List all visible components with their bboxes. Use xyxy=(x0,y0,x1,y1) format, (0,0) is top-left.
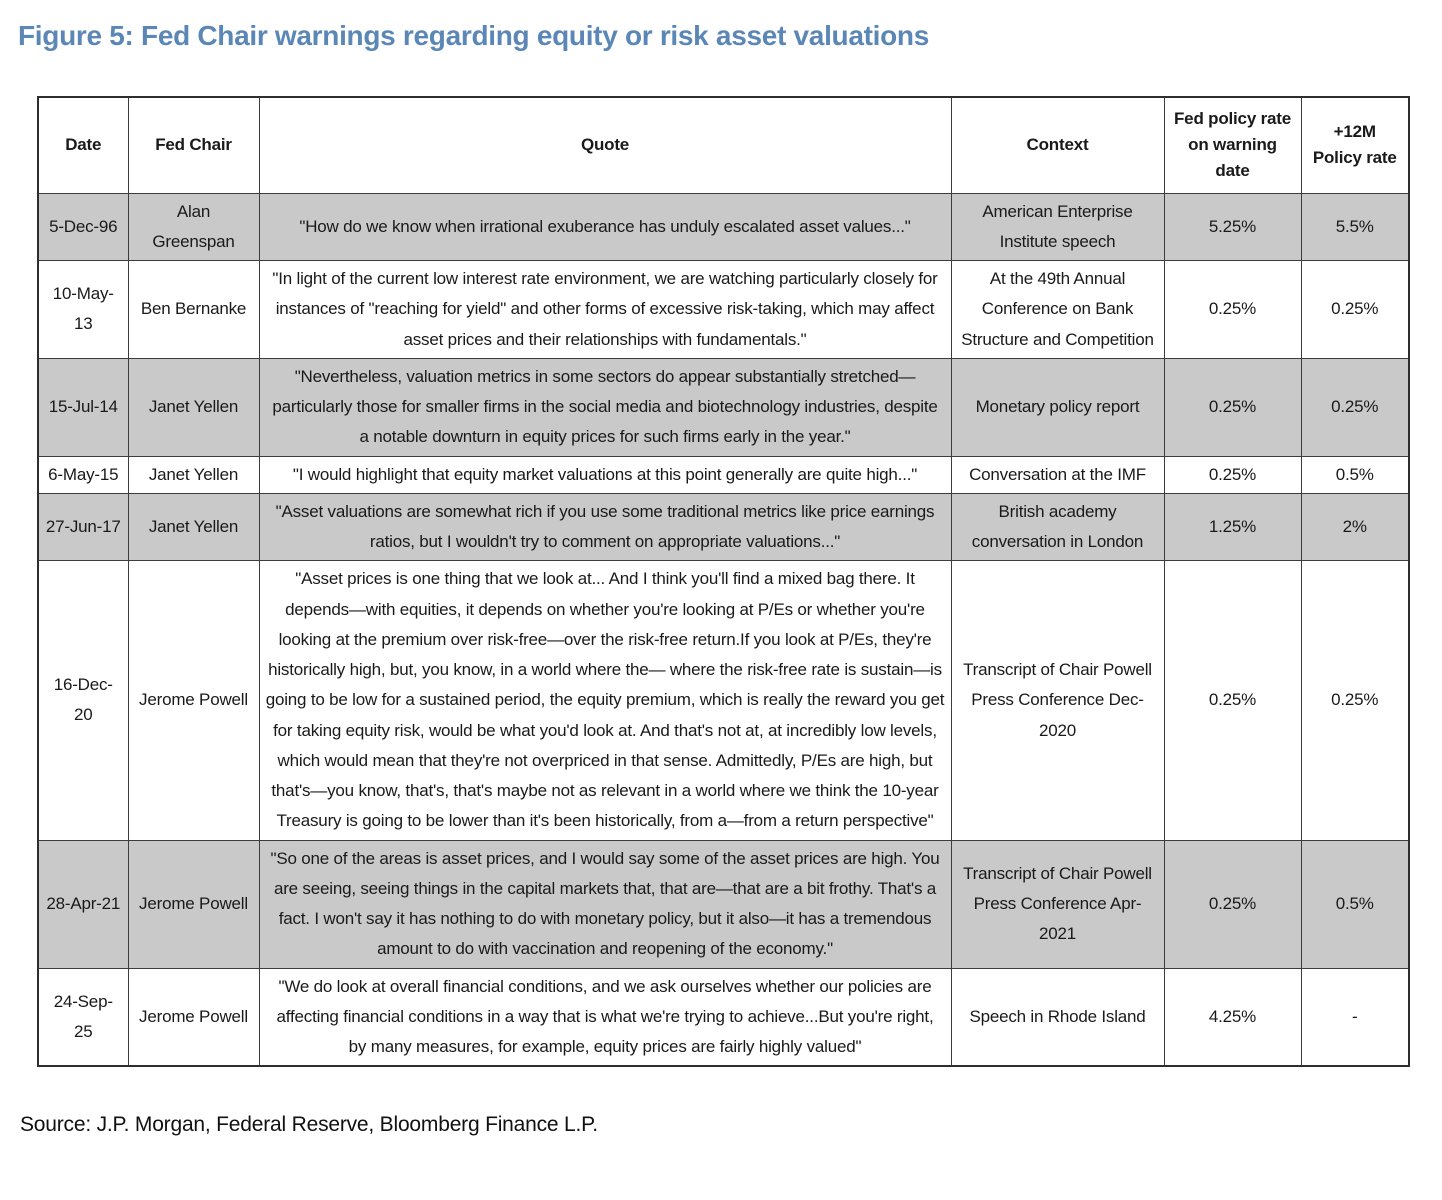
chair-cell: Jerome Powell xyxy=(127,839,260,969)
rate-12m-cell: 0.25% xyxy=(1300,357,1410,457)
chair-cell: Jerome Powell xyxy=(127,560,260,841)
rate-12m-cell: 0.25% xyxy=(1300,560,1410,841)
header-date: Date xyxy=(37,96,129,194)
chair-cell: Ben Bernanke xyxy=(127,260,260,359)
quote-cell: "How do we know when irrational exuberan… xyxy=(258,192,952,261)
quote-cell: "I would highlight that equity market va… xyxy=(258,455,952,494)
table-row: 27-Jun-17 Janet Yellen "Asset valuations… xyxy=(37,492,1410,562)
quote-cell: "Nevertheless, valuation metrics in some… xyxy=(258,357,952,457)
date-cell: 27-Jun-17 xyxy=(37,492,129,562)
context-cell: Conversation at the IMF xyxy=(950,455,1165,494)
table-body: 5-Dec-96 Alan Greenspan "How do we know … xyxy=(37,192,1410,1067)
header-row: Date Fed Chair Quote Context Fed policy … xyxy=(37,96,1410,194)
quote-cell: "So one of the areas is asset prices, an… xyxy=(258,839,952,969)
rate-warning-cell: 4.25% xyxy=(1163,967,1302,1067)
context-cell: British academy conversation in London xyxy=(950,492,1165,562)
date-cell: 24-Sep-25 xyxy=(37,967,129,1067)
date-cell: 16-Dec-20 xyxy=(37,560,129,841)
rate-12m-cell: 2% xyxy=(1300,492,1410,562)
context-cell: Speech in Rhode Island xyxy=(950,967,1165,1067)
quote-cell: "Asset prices is one thing that we look … xyxy=(258,560,952,841)
date-cell: 10-May-13 xyxy=(37,260,129,359)
table-row: 15-Jul-14 Janet Yellen "Nevertheless, va… xyxy=(37,357,1410,457)
date-cell: 5-Dec-96 xyxy=(37,192,129,261)
table-row: 16-Dec-20 Jerome Powell "Asset prices is… xyxy=(37,560,1410,841)
quote-cell: "In light of the current low interest ra… xyxy=(258,260,952,359)
context-cell: Transcript of Chair Powell Press Confere… xyxy=(950,560,1165,841)
chair-cell: Janet Yellen xyxy=(127,357,260,457)
figure-title: Figure 5: Fed Chair warnings regarding e… xyxy=(18,20,930,51)
chair-cell: Alan Greenspan xyxy=(127,192,260,261)
quote-cell: "We do look at overall financial conditi… xyxy=(258,967,952,1067)
rate-warning-cell: 5.25% xyxy=(1163,192,1302,261)
table-row: 5-Dec-96 Alan Greenspan "How do we know … xyxy=(37,192,1410,261)
date-cell: 6-May-15 xyxy=(37,455,129,494)
rate-warning-cell: 0.25% xyxy=(1163,839,1302,969)
rate-warning-cell: 0.25% xyxy=(1163,260,1302,359)
context-cell: At the 49th Annual Conference on Bank St… xyxy=(950,260,1165,359)
rate-warning-cell: 1.25% xyxy=(1163,492,1302,562)
chair-cell: Janet Yellen xyxy=(127,492,260,562)
chair-cell: Janet Yellen xyxy=(127,455,260,494)
date-cell: 15-Jul-14 xyxy=(37,357,129,457)
rate-warning-cell: 0.25% xyxy=(1163,560,1302,841)
figure-page: Figure 5: Fed Chair warnings regarding e… xyxy=(18,20,1410,1137)
rate-warning-cell: 0.25% xyxy=(1163,455,1302,494)
rate-12m-cell: 0.5% xyxy=(1300,839,1410,969)
context-cell: Transcript of Chair Powell Press Confere… xyxy=(950,839,1165,969)
table-row: 6-May-15 Janet Yellen "I would highlight… xyxy=(37,455,1410,494)
header-quote: Quote xyxy=(258,96,952,194)
table-row: 10-May-13 Ben Bernanke "In light of the … xyxy=(37,260,1410,359)
header-rate-12m: +12M Policy rate xyxy=(1300,96,1410,194)
context-cell: Monetary policy report xyxy=(950,357,1165,457)
table-header: Date Fed Chair Quote Context Fed policy … xyxy=(37,96,1410,194)
date-cell: 28-Apr-21 xyxy=(37,839,129,969)
context-cell: American Enterprise Institute speech xyxy=(950,192,1165,261)
rate-12m-cell: 0.5% xyxy=(1300,455,1410,494)
source-attribution: Source: J.P. Morgan, Federal Reserve, Bl… xyxy=(20,1113,598,1137)
rate-12m-cell: 0.25% xyxy=(1300,260,1410,359)
quote-cell: "Asset valuations are somewhat rich if y… xyxy=(258,492,952,562)
chair-cell: Jerome Powell xyxy=(127,967,260,1067)
header-context: Context xyxy=(950,96,1165,194)
table-row: 24-Sep-25 Jerome Powell "We do look at o… xyxy=(37,967,1410,1067)
rate-warning-cell: 0.25% xyxy=(1163,357,1302,457)
table-row: 28-Apr-21 Jerome Powell "So one of the a… xyxy=(37,839,1410,969)
fed-chair-warnings-table: Date Fed Chair Quote Context Fed policy … xyxy=(37,96,1410,1068)
header-fed-chair: Fed Chair xyxy=(127,96,260,194)
header-rate-warning: Fed policy rate on warning date xyxy=(1163,96,1302,194)
rate-12m-cell: - xyxy=(1300,967,1410,1067)
rate-12m-cell: 5.5% xyxy=(1300,192,1410,261)
